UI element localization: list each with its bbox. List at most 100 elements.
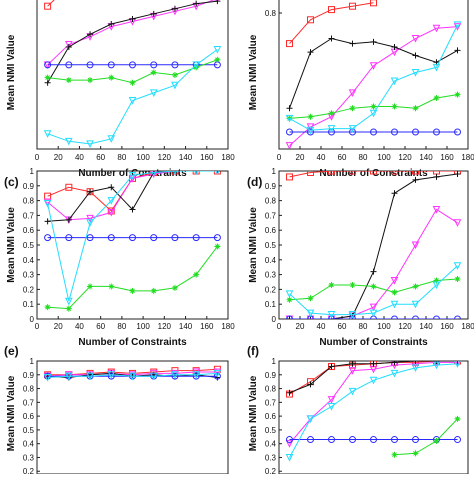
series-line <box>394 418 458 456</box>
y-tick-label: 0.6 <box>23 226 35 235</box>
chart-panel-d: 0 20 40 60 80 100 120 140 160 180 0 0.1 0.2 0.3 0.4 0.5… <box>248 167 474 348</box>
data-point <box>370 171 377 175</box>
data-point <box>349 40 356 47</box>
y-tick-label: 1 <box>30 357 35 366</box>
data-point <box>432 205 441 214</box>
series-3 <box>44 234 221 242</box>
data-point <box>150 234 158 242</box>
chart-panel-a: 0 20 40 60 80 100 120 140 160 180 Number of Constr… <box>6 0 235 179</box>
x-tick-label: 140 <box>419 153 433 162</box>
y-tick-label: 0.3 <box>265 453 277 462</box>
data-point <box>369 376 378 385</box>
series-line <box>289 37 458 109</box>
y-tick-label: 0.4 <box>23 440 35 449</box>
data-point <box>432 281 441 290</box>
data-point <box>412 52 419 59</box>
plot-frame <box>278 360 469 475</box>
plot-frame <box>278 0 469 150</box>
y-tick-label: 0.3 <box>23 271 35 280</box>
data-point <box>328 110 335 117</box>
data-point <box>390 369 399 378</box>
data-point <box>87 31 94 38</box>
data-point <box>328 6 335 14</box>
data-point <box>391 361 398 366</box>
series-5 <box>43 171 220 306</box>
data-point <box>150 171 158 179</box>
data-point <box>328 35 335 42</box>
data-point <box>433 315 440 319</box>
data-point <box>454 276 461 283</box>
series-line <box>289 26 458 146</box>
series-line <box>47 59 218 84</box>
data-point <box>348 89 357 98</box>
y-tick-label: 0.7 <box>265 211 277 220</box>
data-point <box>286 105 293 112</box>
series-5 <box>43 46 222 149</box>
plot-area <box>43 365 222 382</box>
data-point <box>44 372 52 380</box>
series-0 <box>286 0 377 48</box>
series-line <box>47 246 218 310</box>
data-point <box>192 371 200 379</box>
data-point <box>327 311 336 319</box>
x-tick-label: 180 <box>221 322 235 331</box>
data-point <box>369 62 378 70</box>
y-tick-label: 0.6 <box>23 412 35 421</box>
data-point <box>328 171 335 175</box>
data-point <box>213 368 222 377</box>
data-point <box>65 234 73 242</box>
y-tick-label: 0.3 <box>265 271 277 280</box>
y-axis-label: Mean NMI Value <box>6 375 17 451</box>
data-point <box>286 316 293 319</box>
data-point <box>107 372 115 380</box>
x-tick-label: 60 <box>96 322 105 331</box>
y-tick-label: 0.9 <box>23 182 35 191</box>
y-tick-label: 0.9 <box>265 182 277 191</box>
data-point <box>150 10 157 17</box>
y-tick-label: 0.2 <box>265 467 277 474</box>
data-point <box>193 271 200 278</box>
data-point <box>107 207 115 215</box>
data-point <box>213 372 221 380</box>
x-tick-label: 120 <box>398 153 412 162</box>
data-point <box>328 281 335 288</box>
y-tick-label: 0.8 <box>265 197 277 206</box>
series-4 <box>286 276 461 303</box>
x-tick-label: 20 <box>54 153 63 162</box>
data-point <box>454 171 461 177</box>
data-point <box>193 0 200 7</box>
data-point <box>454 47 461 54</box>
data-point <box>306 309 315 318</box>
series-line <box>289 363 458 458</box>
data-point <box>107 197 116 205</box>
x-tick-label: 40 <box>75 322 84 331</box>
x-tick-label: 80 <box>359 322 368 331</box>
series-line <box>289 2 374 44</box>
x-tick-label: 140 <box>179 153 193 162</box>
data-point <box>412 450 419 457</box>
data-point <box>433 95 440 101</box>
data-point <box>108 283 115 290</box>
y-tick-label: 0.8 <box>23 385 35 394</box>
data-point <box>86 140 94 149</box>
series-4 <box>43 369 222 382</box>
data-point <box>129 61 136 69</box>
data-point <box>107 234 115 242</box>
y-axis-label: Mean NMI Value <box>248 375 259 451</box>
data-point <box>433 437 440 444</box>
data-point <box>107 61 115 69</box>
data-point <box>349 2 356 10</box>
y-tick-label: 0.6 <box>265 412 277 421</box>
data-point <box>307 381 314 388</box>
data-point <box>432 63 441 72</box>
y-tick-label: 0 <box>30 315 35 324</box>
plot-area <box>285 361 461 462</box>
x-tick-label: 0 <box>35 153 40 162</box>
data-point <box>213 369 222 378</box>
data-point <box>171 61 179 69</box>
chart-panel-c: 0 20 40 60 80 100 120 140 160 180 0 0.1 0.2 0.3 0.4 0.5… <box>6 167 235 348</box>
chart-panel-e: 1 0.9 0.8 0.7 0.6 0.5 0.4 0.3 0.2 Mean NMI Value <box>6 357 229 476</box>
data-point <box>286 315 293 319</box>
